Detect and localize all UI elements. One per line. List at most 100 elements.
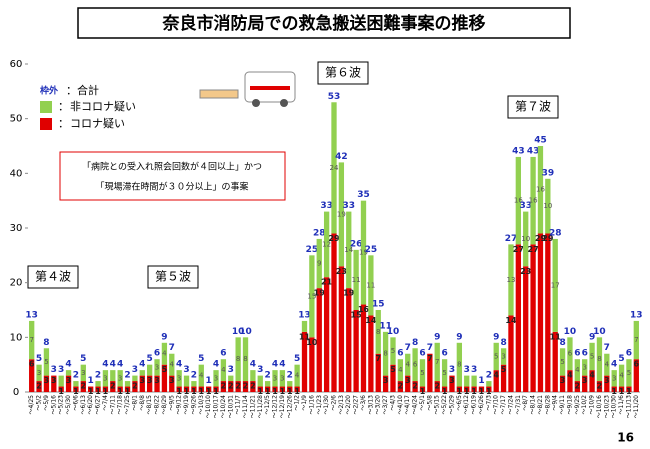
total-label: 42 [335,152,348,162]
bar-segment [353,310,359,392]
total-label: 43 [527,146,540,156]
bar-segment [331,233,337,392]
x-tick-label: ～9/26 [190,395,197,415]
bar-segment [117,386,123,392]
bar-segment [264,381,271,387]
bar-segment [500,364,507,392]
x-tick-label: ～8/15 [146,395,153,415]
x-tick-label: ～9/18 [566,395,573,415]
x-tick-label: ～10/9 [589,395,596,415]
bar-segment [559,375,566,392]
bar-segment [604,375,610,392]
segment-label: 8 [597,355,601,363]
y-tick-label: 20 [10,278,23,289]
bar-segment [228,375,234,382]
x-tick-label: ～9/12 [176,395,183,415]
segment-label: 2 [110,382,116,391]
legend-separator: ： [58,117,69,130]
bar-segment [382,331,389,376]
segment-label: 2 [575,382,581,391]
x-tick-label: ～2/6 [331,395,338,411]
x-tick-label: ～10/2 [581,395,588,415]
segment-label: 2 [235,382,241,391]
x-tick-label: ～8/28 [544,395,551,415]
bar-segment [287,386,293,392]
total-label: 4 [250,360,256,370]
segment-label: 7 [375,354,381,363]
segment-label: 4 [221,366,226,374]
segment-label: 3 [582,363,586,371]
segment-label: 1 [471,387,477,396]
bar-segment [441,359,448,387]
x-tick-label: ～2/27 [353,395,360,415]
bar-segment [390,337,396,365]
segment-label: 3 [154,376,160,385]
segment-label: 1 [58,387,64,396]
bar-segment [596,337,603,382]
segment-label: 7 [427,354,433,363]
segment-label: 5 [162,365,168,374]
legend-swatch [40,118,52,130]
bar-segment [633,320,639,360]
total-label: 5 [147,354,153,364]
segment-label: 8 [383,350,387,358]
x-tick-label: ～5/29 [448,395,455,415]
x-tick-label: ～3/6 [360,395,367,411]
total-label: 3 [449,365,455,375]
x-tick-label: ～4/17 [404,395,411,415]
segment-label: 19 [343,289,355,298]
bar-segment [250,370,256,382]
y-tick-label: 30 [10,223,23,234]
total-label: 2 [73,371,79,381]
segment-label: 1 [88,387,94,396]
total-label: 4 [65,360,71,370]
segment-label: 3 [169,376,175,385]
total-label: 10 [387,327,400,337]
bar-segment [618,386,625,392]
segment-label: 7 [29,336,33,344]
wave-label: 第４波 [35,270,71,284]
bar-segment [73,381,79,387]
bar-segment [618,364,625,387]
segment-label: 4 [605,361,610,369]
x-tick-label: ～8/14 [530,395,537,415]
bar-segment [456,386,463,392]
total-label: 39 [542,168,555,178]
total-label: 13 [630,310,643,320]
bar-segment [346,211,352,289]
bar-segment [589,370,595,392]
total-label: 5 [36,354,42,364]
total-label: 3 [58,365,64,375]
bar-segment [405,353,411,376]
bar-segment [626,386,632,392]
segment-label: 2 [36,382,42,391]
legend-label: 非コロナ疑い [70,100,136,113]
bar-segment [213,370,219,387]
x-tick-label: ～10/16 [596,395,603,418]
x-tick-label: ～8/22 [154,395,161,415]
total-label: 8 [412,338,418,348]
total-label: 1 [478,376,484,386]
segment-label: 16 [529,197,538,205]
total-label: 6 [582,349,588,359]
bar-segment [88,386,94,392]
total-label: 45 [534,136,547,146]
x-tick-label: ～11/21 [249,395,256,418]
bar-segment [301,331,308,392]
segment-label: 1 [206,387,212,396]
bar-segment [301,320,308,332]
total-label: 7 [405,343,411,353]
bar-segment [434,342,440,382]
segment-label: 5 [501,365,507,374]
segment-label: 2 [81,382,87,391]
page-number: 16 [617,431,634,445]
segment-label: 1 [103,387,109,396]
bar-segment [102,386,109,392]
x-tick-label: ～4/25 [28,395,35,415]
x-tick-label: ～5/22 [441,395,448,415]
segment-label: 4 [589,371,595,380]
bar-segment [537,146,544,234]
x-tick-label: ～5/9 [43,395,50,411]
segment-label: 24 [330,164,339,172]
bar-segment [360,200,367,305]
